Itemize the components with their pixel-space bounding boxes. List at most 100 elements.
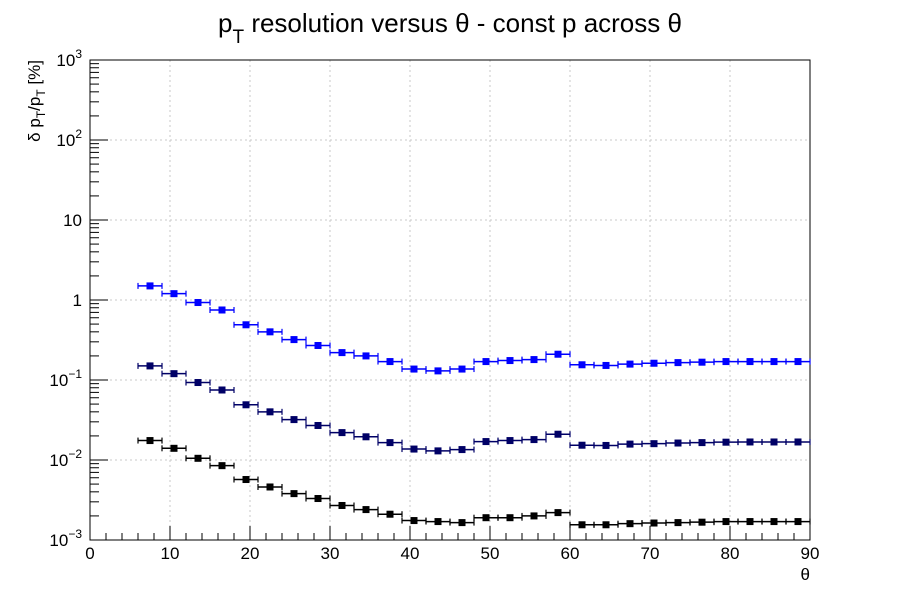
y-tick-label: 10 bbox=[63, 211, 82, 230]
y-tick-label: 10−1 bbox=[49, 367, 82, 390]
data-point bbox=[722, 518, 730, 526]
data-point bbox=[146, 437, 154, 445]
chart-title: pT resolution versus θ - const p across … bbox=[218, 8, 682, 48]
data-point bbox=[554, 350, 562, 358]
data-point bbox=[266, 483, 274, 491]
data-point bbox=[314, 421, 322, 429]
x-tick-label: 50 bbox=[481, 544, 500, 563]
data-point bbox=[434, 447, 442, 455]
data-point bbox=[146, 282, 154, 290]
data-point bbox=[530, 356, 538, 364]
data-point bbox=[482, 358, 490, 366]
data-point bbox=[146, 362, 154, 370]
data-point bbox=[434, 367, 442, 375]
data-series bbox=[137, 282, 811, 529]
data-point bbox=[386, 439, 394, 447]
x-tick-label: 40 bbox=[401, 544, 420, 563]
data-point bbox=[602, 441, 610, 449]
data-point bbox=[338, 501, 346, 509]
data-point bbox=[746, 358, 754, 366]
data-point bbox=[530, 512, 538, 520]
x-tick-labels: 0 10 20 30 40 50 60 70 80 90 bbox=[85, 544, 819, 563]
series-2 bbox=[137, 362, 811, 455]
data-point bbox=[290, 416, 298, 424]
data-point bbox=[626, 440, 634, 448]
data-point bbox=[770, 438, 778, 446]
data-point bbox=[266, 328, 274, 336]
data-point bbox=[794, 438, 802, 446]
data-point bbox=[506, 357, 514, 365]
data-point bbox=[386, 510, 394, 518]
data-point bbox=[242, 401, 250, 409]
data-point bbox=[218, 306, 226, 314]
data-point bbox=[338, 429, 346, 437]
data-point bbox=[602, 361, 610, 369]
data-point bbox=[290, 336, 298, 344]
data-point bbox=[674, 519, 682, 527]
data-point bbox=[722, 438, 730, 446]
data-point bbox=[722, 358, 730, 366]
y-tick-label: 1 bbox=[73, 291, 82, 310]
data-point bbox=[410, 517, 418, 525]
y-tick-label: 102 bbox=[56, 127, 82, 150]
data-point bbox=[506, 437, 514, 445]
data-point bbox=[194, 454, 202, 462]
series-3 bbox=[137, 437, 811, 529]
data-point bbox=[650, 519, 658, 527]
data-point bbox=[746, 518, 754, 526]
x-axis-label: θ bbox=[801, 565, 810, 584]
data-point bbox=[554, 430, 562, 438]
x-tick-label: 30 bbox=[321, 544, 340, 563]
data-point bbox=[458, 446, 466, 454]
data-point bbox=[482, 438, 490, 446]
y-tick-label: 10−3 bbox=[49, 527, 82, 550]
data-point bbox=[578, 441, 586, 449]
x-tick-label: 90 bbox=[801, 544, 820, 563]
data-point bbox=[770, 518, 778, 526]
data-point bbox=[506, 514, 514, 522]
data-point bbox=[578, 521, 586, 529]
data-point bbox=[698, 358, 706, 366]
data-point bbox=[410, 365, 418, 373]
data-point bbox=[314, 341, 322, 349]
data-point bbox=[530, 436, 538, 444]
data-point bbox=[794, 518, 802, 526]
data-point bbox=[194, 299, 202, 307]
data-point bbox=[458, 365, 466, 373]
data-point bbox=[194, 379, 202, 387]
data-point bbox=[554, 509, 562, 517]
data-point bbox=[602, 521, 610, 529]
y-tick-labels: 10−3 10−2 10−1 1 10 102 103 bbox=[49, 47, 82, 550]
x-tick-label: 80 bbox=[721, 544, 740, 563]
y-tick-label: 10−2 bbox=[49, 447, 82, 470]
data-point bbox=[434, 518, 442, 526]
data-point bbox=[698, 439, 706, 447]
data-point bbox=[386, 358, 394, 366]
x-tick-label: 20 bbox=[241, 544, 260, 563]
data-point bbox=[746, 438, 754, 446]
y-tick-label: 103 bbox=[56, 47, 82, 70]
data-point bbox=[362, 506, 370, 514]
data-point bbox=[218, 462, 226, 470]
data-point bbox=[242, 321, 250, 329]
data-point bbox=[170, 444, 178, 452]
y-axis-label: δ pT/pT [%] bbox=[25, 60, 48, 142]
data-point bbox=[482, 514, 490, 522]
series-1 bbox=[137, 282, 811, 375]
x-tick-label: 60 bbox=[561, 544, 580, 563]
data-point bbox=[674, 359, 682, 367]
data-point bbox=[362, 433, 370, 441]
data-point bbox=[362, 352, 370, 360]
data-point bbox=[770, 358, 778, 366]
data-point bbox=[626, 520, 634, 528]
axis-ticks bbox=[89, 59, 811, 541]
x-tick-label: 0 bbox=[85, 544, 94, 563]
x-tick-label: 70 bbox=[641, 544, 660, 563]
data-point bbox=[794, 358, 802, 366]
data-point bbox=[410, 445, 418, 453]
data-point bbox=[338, 349, 346, 357]
data-point bbox=[242, 476, 250, 484]
data-point bbox=[266, 408, 274, 416]
data-point bbox=[290, 490, 298, 498]
